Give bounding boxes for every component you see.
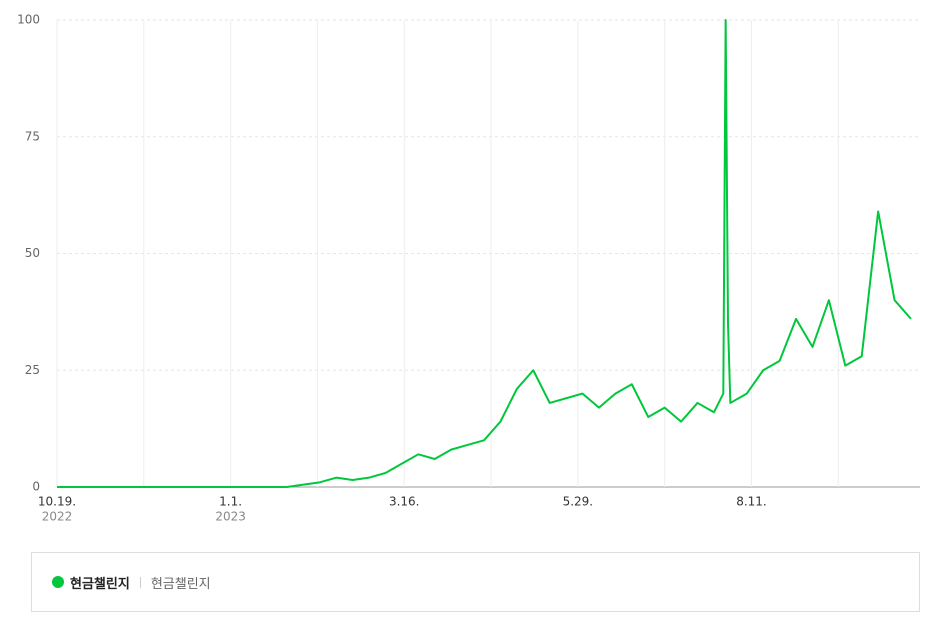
x-tick-label: 3.16. xyxy=(389,495,420,509)
legend-keyword: 현금챌린지 xyxy=(150,576,211,592)
x-tick-label: 5.29. xyxy=(563,495,594,509)
y-tick-label: 75 xyxy=(25,129,40,143)
legend-marker xyxy=(52,576,64,588)
y-tick-label: 100 xyxy=(17,13,40,27)
separator xyxy=(139,576,141,588)
chart: 0 25 50 75 100 10.19.2022 1.1.2023 3.16. 5.29. 8.… xyxy=(17,13,920,524)
legend-label[interactable]: 현금챌린지 xyxy=(70,576,130,592)
x-tick-label: 10.19. xyxy=(38,495,76,509)
x-tick-year: 2022 xyxy=(42,510,73,524)
line-series xyxy=(57,19,912,488)
x-tick-year: 2023 xyxy=(215,510,246,524)
y-tick-label: 0 xyxy=(32,480,40,494)
x-tick-label: 8.11. xyxy=(736,495,767,509)
legend: 현금챌린지 현금챌린지 xyxy=(31,552,920,612)
y-tick-label: 25 xyxy=(25,363,40,377)
x-tick-label: 1.1. xyxy=(219,495,242,509)
y-tick-label: 50 xyxy=(25,246,40,260)
